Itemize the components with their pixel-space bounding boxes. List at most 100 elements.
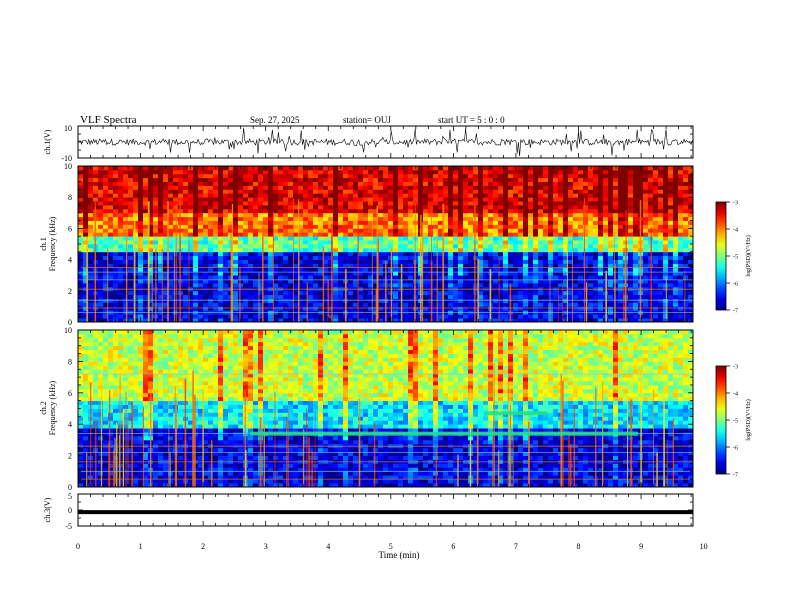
spectrogram-cell: [673, 177, 679, 182]
spectrogram-cell: [598, 267, 604, 272]
spectrogram-cell: [113, 193, 119, 198]
spectrogram-cell: [498, 247, 504, 253]
spectrogram-cell: [378, 181, 384, 186]
spectrogram-cell: [108, 220, 114, 225]
spectrogram-cell: [253, 271, 259, 276]
spectrogram-cell: [218, 279, 224, 284]
spectrogram-cell: [303, 259, 309, 264]
spectrogram-cell: [673, 247, 679, 253]
spectrogram-cell: [88, 302, 94, 307]
spectrogram-cell: [328, 259, 334, 264]
spectrogram-cell: [318, 166, 324, 171]
spectrogram-cell: [563, 208, 569, 214]
spectrogram-cell: [183, 302, 189, 307]
spectrogram-cell: [533, 205, 539, 210]
spectrogram-cell: [133, 177, 139, 182]
spectrogram-cell: [358, 216, 364, 221]
spectrogram-cell: [388, 240, 394, 245]
spectrogram-cell: [403, 294, 409, 299]
spectrogram-cell: [188, 169, 194, 175]
spectrogram-cell: [513, 197, 519, 202]
spectrogram-cell: [78, 181, 84, 186]
spectrogram-cell: [503, 271, 509, 276]
spectrogram-cell: [293, 263, 299, 268]
spectrogram-cell: [83, 236, 89, 241]
spectrogram-cell: [513, 283, 519, 288]
spectrogram-cell: [578, 224, 584, 229]
spectrogram-cell: [513, 236, 519, 241]
spectrogram-cell: [153, 181, 159, 186]
spectrogram-cell: [388, 271, 394, 276]
spectrogram-cell: [518, 247, 524, 253]
spectrogram-cell: [673, 255, 679, 260]
spectrogram-cell: [663, 212, 669, 218]
spectrogram-cell: [528, 275, 534, 280]
spectrogram-cell: [143, 298, 149, 303]
spectrogram-cell: [528, 224, 534, 229]
spectrogram-cell: [528, 236, 534, 241]
spectrogram-cell: [463, 169, 469, 175]
spectrogram-cell: [173, 173, 179, 179]
spectrogram-cell: [78, 275, 84, 280]
spectrogram-cell: [658, 216, 664, 221]
spectrogram-cell: [543, 298, 549, 303]
spectrogram-cell: [543, 173, 549, 179]
spectrogram-cell: [288, 197, 294, 202]
spectrogram-cell: [553, 173, 559, 179]
spectrogram-cell: [383, 173, 389, 179]
spectrogram-cell: [548, 224, 554, 229]
spectrogram-cell: [98, 267, 104, 272]
spectrogram-cell: [208, 169, 214, 175]
spectrogram-cell: [173, 212, 179, 218]
spectrogram-cell: [293, 314, 299, 319]
spectrogram-cell: [333, 271, 339, 276]
spectrogram-cell: [593, 212, 599, 218]
spectrogram-cell: [253, 314, 259, 319]
spectrogram-cell: [103, 236, 109, 241]
spectrogram-cell: [78, 263, 84, 268]
spectrogram-cell: [493, 240, 499, 245]
spectrogram-cell: [503, 212, 509, 218]
spectrogram-cell: [83, 247, 89, 253]
spectrogram-cell: [653, 318, 659, 323]
spectrogram-cell: [458, 314, 464, 319]
spectrogram-cell: [293, 201, 299, 206]
spectrogram-cell: [438, 314, 444, 319]
spectrogram-cell: [198, 177, 204, 182]
spectrogram-cell: [633, 166, 639, 171]
spectrogram-cell: [683, 302, 689, 307]
spectrogram-cell: [493, 224, 499, 229]
spectrogram-cell: [673, 302, 679, 307]
spectrogram-cell: [658, 236, 664, 241]
spectrogram-cell: [138, 314, 144, 319]
spectrogram-cell: [123, 236, 129, 241]
spectrogram-cell: [103, 205, 109, 210]
spectrogram-cell: [88, 193, 94, 198]
spectrogram-cell: [413, 247, 419, 253]
spectrogram-cell: [213, 201, 219, 206]
spectrogram-cell: [308, 228, 314, 233]
spectrogram-cell: [78, 201, 84, 206]
spectrogram-cell: [253, 294, 259, 299]
spectrogram-cell: [193, 302, 199, 307]
spectrogram-cell: [523, 240, 529, 245]
spectrogram-cell: [233, 166, 239, 171]
spectrogram-cell: [608, 247, 614, 253]
spectrogram-cell: [238, 279, 244, 284]
spectrogram-cell: [483, 189, 489, 194]
spectrogram-cell: [318, 283, 324, 288]
spectrogram-cell: [423, 197, 429, 202]
spectrogram-cell: [203, 197, 209, 202]
spectrogram-cell: [238, 212, 244, 218]
spectrogram-cell: [393, 224, 399, 229]
spectrogram-cell: [383, 228, 389, 233]
spectrogram-cell: [538, 275, 544, 280]
spectrogram-cell: [153, 216, 159, 221]
spectrogram-cell: [613, 244, 619, 249]
spectrogram-cell: [223, 166, 229, 171]
spectrogram-cell: [328, 240, 334, 245]
spectrogram-cell: [588, 240, 594, 245]
spectrogram-cell: [143, 232, 149, 237]
spectrogram-cell: [523, 228, 529, 233]
spectrogram-cell: [578, 236, 584, 241]
